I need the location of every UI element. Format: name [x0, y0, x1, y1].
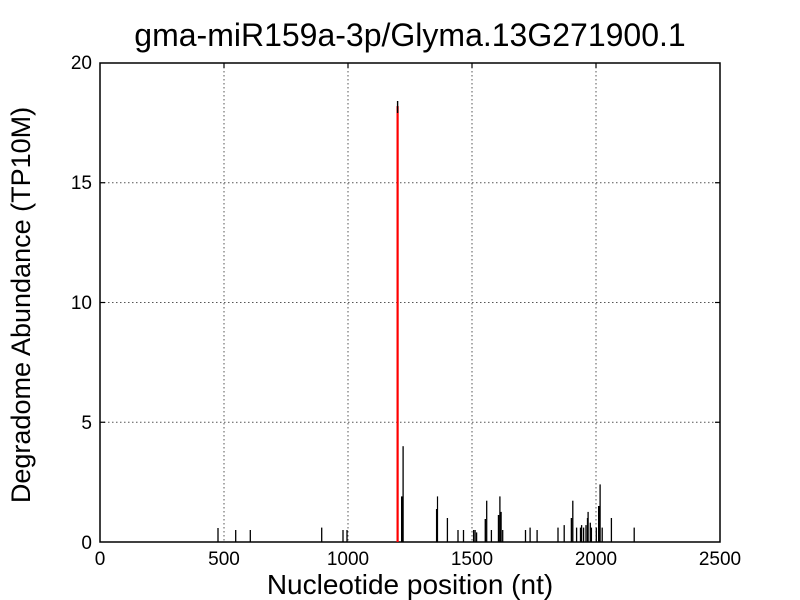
svg-text:Degradome Abundance (TP10M): Degradome Abundance (TP10M) [6, 107, 36, 503]
svg-text:1500: 1500 [451, 549, 493, 570]
svg-text:500: 500 [208, 549, 240, 570]
svg-text:0: 0 [81, 533, 92, 554]
svg-text:0: 0 [95, 549, 106, 570]
svg-text:1000: 1000 [327, 549, 369, 570]
svg-text:Nucleotide position (nt): Nucleotide position (nt) [267, 569, 553, 600]
svg-text:2500: 2500 [699, 549, 741, 570]
svg-text:10: 10 [71, 293, 92, 314]
svg-text:15: 15 [71, 173, 92, 194]
svg-text:5: 5 [81, 413, 92, 434]
svg-text:2000: 2000 [575, 549, 617, 570]
svg-text:gma-miR159a-3p/Glyma.13G271900: gma-miR159a-3p/Glyma.13G271900.1 [134, 17, 685, 53]
svg-text:20: 20 [71, 53, 92, 74]
